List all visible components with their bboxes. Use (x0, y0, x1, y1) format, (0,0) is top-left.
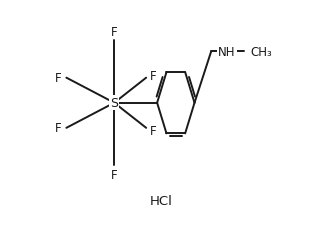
Text: F: F (111, 26, 118, 39)
Text: F: F (150, 124, 156, 137)
Text: NH: NH (218, 46, 236, 59)
Text: F: F (111, 168, 118, 181)
Text: F: F (54, 72, 61, 85)
Text: HCl: HCl (149, 194, 173, 207)
Text: F: F (54, 122, 61, 135)
Text: F: F (150, 69, 156, 83)
Text: CH₃: CH₃ (251, 46, 272, 59)
Text: S: S (110, 97, 118, 110)
